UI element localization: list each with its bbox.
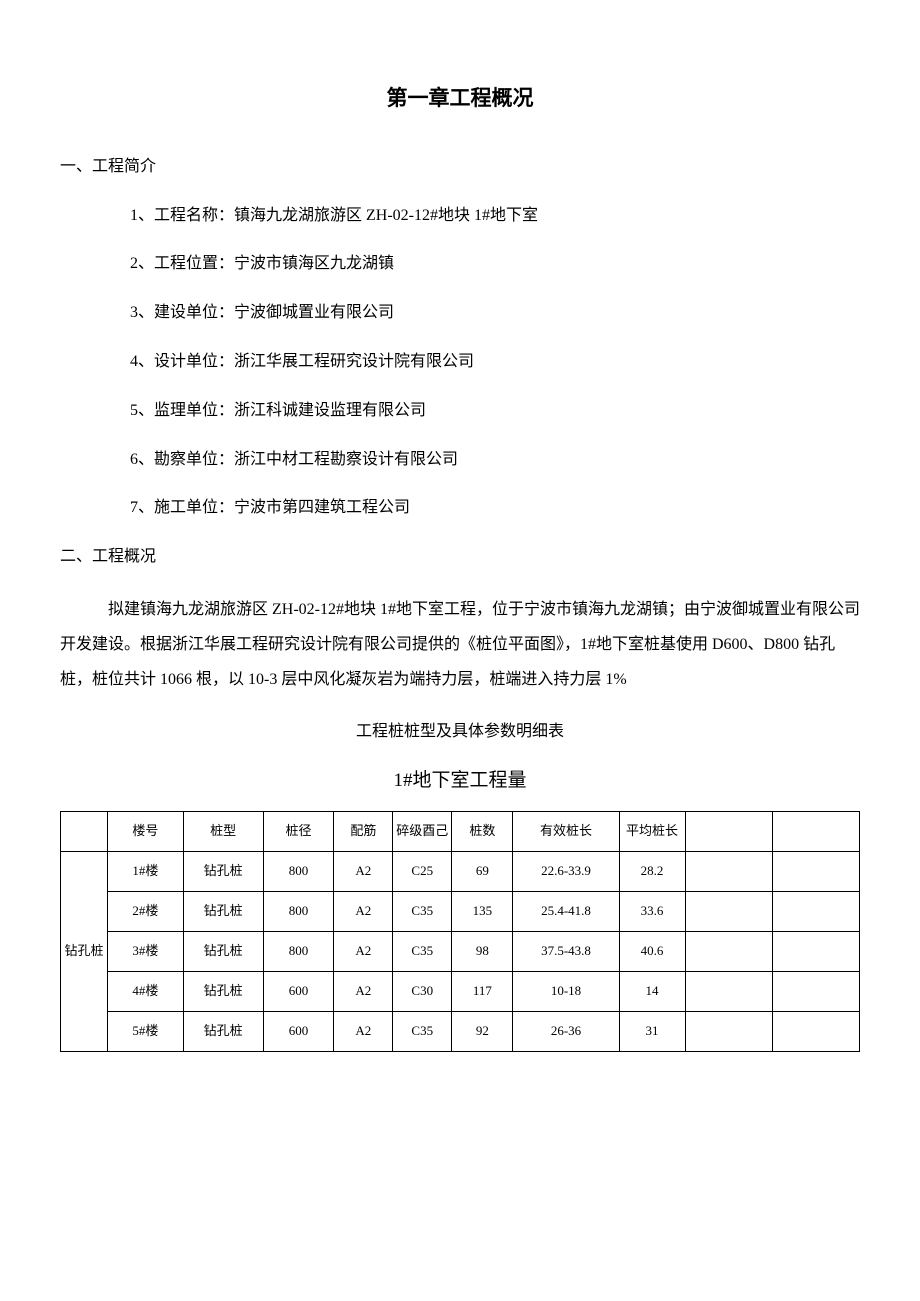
- cell-avg: 33.6: [619, 891, 685, 931]
- section2-heading: 二、工程概况: [60, 543, 860, 572]
- cell-diameter: 800: [263, 851, 334, 891]
- intro-item-2: 2、工程位置：宁波市镇海区九龙湖镇: [60, 250, 860, 279]
- cell-extra2: [772, 1011, 859, 1051]
- header-grade: 碎级酉己: [393, 811, 452, 851]
- intro-item-3: 3、建设单位：宁波御城置业有限公司: [60, 299, 860, 328]
- cell-diameter: 600: [263, 971, 334, 1011]
- cell-rebar: A2: [334, 971, 393, 1011]
- cell-length: 10-18: [513, 971, 619, 1011]
- cell-diameter: 800: [263, 891, 334, 931]
- cell-length: 25.4-41.8: [513, 891, 619, 931]
- group-label-cell: 钻孔桩: [61, 851, 108, 1051]
- cell-count: 69: [452, 851, 513, 891]
- table-row: 钻孔桩 1#楼 钻孔桩 800 A2 C25 69 22.6-33.9 28.2: [61, 851, 860, 891]
- table-caption: 工程桩桩型及具体参数明细表: [60, 718, 860, 747]
- cell-rebar: A2: [334, 931, 393, 971]
- table-row: 5#楼 钻孔桩 600 A2 C35 92 26-36 31: [61, 1011, 860, 1051]
- table-title: 1#地下室工程量: [60, 764, 860, 798]
- overview-paragraph: 拟建镇海九龙湖旅游区 ZH-02-12#地块 1#地下室工程，位于宁波市镇海九龙…: [60, 592, 860, 698]
- cell-grade: C35: [393, 891, 452, 931]
- cell-avg: 14: [619, 971, 685, 1011]
- cell-extra2: [772, 931, 859, 971]
- cell-type: 钻孔桩: [183, 971, 263, 1011]
- cell-length: 26-36: [513, 1011, 619, 1051]
- header-diameter: 桩径: [263, 811, 334, 851]
- table-row: 2#楼 钻孔桩 800 A2 C35 135 25.4-41.8 33.6: [61, 891, 860, 931]
- header-length: 有效桩长: [513, 811, 619, 851]
- cell-type: 钻孔桩: [183, 891, 263, 931]
- header-type: 桩型: [183, 811, 263, 851]
- cell-diameter: 800: [263, 931, 334, 971]
- cell-grade: C35: [393, 1011, 452, 1051]
- table-row: 4#楼 钻孔桩 600 A2 C30 117 10-18 14: [61, 971, 860, 1011]
- cell-building: 5#楼: [108, 1011, 183, 1051]
- cell-count: 92: [452, 1011, 513, 1051]
- header-extra2: [772, 811, 859, 851]
- header-avg: 平均桩长: [619, 811, 685, 851]
- cell-building: 1#楼: [108, 851, 183, 891]
- cell-extra1: [685, 1011, 772, 1051]
- cell-extra2: [772, 891, 859, 931]
- section1-heading: 一、工程简介: [60, 153, 860, 182]
- cell-type: 钻孔桩: [183, 931, 263, 971]
- header-rebar: 配筋: [334, 811, 393, 851]
- header-group: [61, 811, 108, 851]
- cell-building: 3#楼: [108, 931, 183, 971]
- cell-avg: 28.2: [619, 851, 685, 891]
- cell-extra1: [685, 851, 772, 891]
- cell-extra1: [685, 931, 772, 971]
- cell-rebar: A2: [334, 851, 393, 891]
- cell-type: 钻孔桩: [183, 1011, 263, 1051]
- intro-item-5: 5、监理单位：浙江科诚建设监理有限公司: [60, 397, 860, 426]
- cell-extra2: [772, 971, 859, 1011]
- cell-length: 37.5-43.8: [513, 931, 619, 971]
- cell-building: 2#楼: [108, 891, 183, 931]
- cell-avg: 31: [619, 1011, 685, 1051]
- cell-avg: 40.6: [619, 931, 685, 971]
- intro-item-6: 6、勘察单位：浙江中材工程勘察设计有限公司: [60, 446, 860, 475]
- cell-diameter: 600: [263, 1011, 334, 1051]
- cell-type: 钻孔桩: [183, 851, 263, 891]
- cell-count: 117: [452, 971, 513, 1011]
- cell-grade: C25: [393, 851, 452, 891]
- cell-count: 135: [452, 891, 513, 931]
- table-header-row: 楼号 桩型 桩径 配筋 碎级酉己 桩数 有效桩长 平均桩长: [61, 811, 860, 851]
- table-row: 3#楼 钻孔桩 800 A2 C35 98 37.5-43.8 40.6: [61, 931, 860, 971]
- header-building: 楼号: [108, 811, 183, 851]
- cell-grade: C35: [393, 931, 452, 971]
- cell-grade: C30: [393, 971, 452, 1011]
- cell-count: 98: [452, 931, 513, 971]
- intro-item-4: 4、设计单位：浙江华展工程研究设计院有限公司: [60, 348, 860, 377]
- header-extra1: [685, 811, 772, 851]
- cell-rebar: A2: [334, 891, 393, 931]
- pile-table: 楼号 桩型 桩径 配筋 碎级酉己 桩数 有效桩长 平均桩长 钻孔桩 1#楼 钻孔…: [60, 811, 860, 1052]
- cell-length: 22.6-33.9: [513, 851, 619, 891]
- cell-extra1: [685, 891, 772, 931]
- cell-extra1: [685, 971, 772, 1011]
- chapter-title: 第一章工程概况: [60, 80, 860, 118]
- header-count: 桩数: [452, 811, 513, 851]
- cell-rebar: A2: [334, 1011, 393, 1051]
- intro-item-7: 7、施工单位：宁波市第四建筑工程公司: [60, 494, 860, 523]
- cell-building: 4#楼: [108, 971, 183, 1011]
- cell-extra2: [772, 851, 859, 891]
- intro-item-1: 1、工程名称：镇海九龙湖旅游区 ZH-02-12#地块 1#地下室: [60, 202, 860, 231]
